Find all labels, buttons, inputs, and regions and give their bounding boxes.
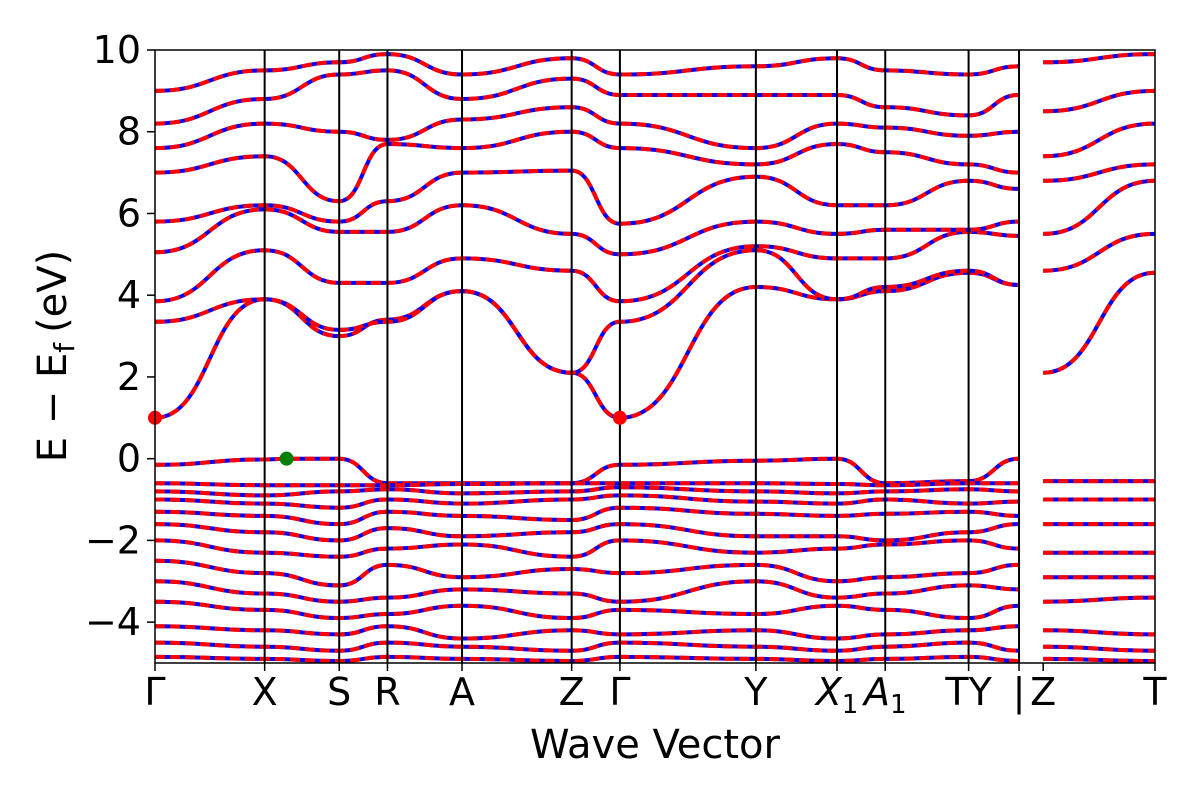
y-tick-label: 6 <box>117 191 141 235</box>
band-line-spin-up <box>1043 88 1156 114</box>
band-line-spin-up <box>154 68 1020 126</box>
band-line-spin-down <box>154 270 1020 420</box>
band-line-spin-down <box>154 654 1020 664</box>
x-tick-label: A <box>449 670 475 714</box>
x-tick-label: X <box>252 670 278 714</box>
y-axis-label-subscript: f <box>48 342 81 353</box>
band-line-spin-down <box>154 505 1020 527</box>
band-edge-markers <box>148 410 627 466</box>
vbm-marker <box>279 451 294 466</box>
y-tick-label: −2 <box>85 518 141 562</box>
band-line-spin-down <box>154 105 1020 151</box>
band-line-spin-up <box>154 129 1020 204</box>
y-axis-label-main: E − E <box>30 353 76 463</box>
band-line-spin-up <box>154 248 1020 375</box>
y-axis-label-unit: (eV) <box>30 250 76 333</box>
x-tick-label: T <box>1142 670 1167 714</box>
band-line-spin-down <box>154 493 1020 510</box>
cbm-marker <box>612 410 627 425</box>
x-tick-label: Γ <box>609 670 630 714</box>
band-line-spin-down <box>1043 644 1156 653</box>
band-line-spin-down <box>154 640 1020 653</box>
band-line-spin-down <box>154 522 1020 543</box>
band-line-spin-up <box>1043 121 1156 159</box>
band-line-spin-down <box>154 481 1019 488</box>
band-line-spin-down <box>154 129 1020 204</box>
y-tick-label: 0 <box>117 437 141 481</box>
kpoint-lines <box>263 50 1021 663</box>
y-tick-label: 8 <box>117 110 141 154</box>
band-line-spin-up <box>1043 231 1156 273</box>
band-line-spin-down <box>1043 270 1156 375</box>
band-line-spin-down <box>1043 178 1156 236</box>
y-tick-label: 10 <box>93 28 141 72</box>
y-axis: 10 8 6 4 2 0 −2 −4 <box>85 28 155 644</box>
band-line-spin-down <box>154 579 1020 604</box>
band-line-spin-down <box>1043 162 1156 183</box>
bands-layer <box>154 52 1156 664</box>
y-tick-label: 4 <box>117 273 141 317</box>
x-tick-label: Y <box>743 670 768 714</box>
x-tick-label: X1 <box>814 670 859 720</box>
x-axis-label: Wave Vector <box>530 722 781 768</box>
band-line-spin-down <box>154 248 1020 375</box>
x-tick-label: | <box>1013 670 1026 715</box>
band-line-spin-down <box>1043 595 1156 604</box>
y-tick-label: 2 <box>117 355 141 399</box>
x-tick-label: Z <box>1030 670 1056 714</box>
band-line-spin-down <box>154 485 1020 498</box>
x-tick-label: TY <box>944 670 992 714</box>
x-tick-label: R <box>374 670 400 714</box>
band-line-spin-down <box>154 624 1020 641</box>
x-tick-label: S <box>327 670 351 714</box>
x-tick-label: A1 <box>861 670 907 720</box>
band-line-spin-down <box>1043 52 1156 65</box>
band-line-spin-down <box>154 203 1020 257</box>
band-line-spin-up <box>154 270 1020 420</box>
x-tick-label: Γ <box>144 670 165 714</box>
band-line-spin-up <box>154 558 1020 588</box>
x-axis: Γ X S R A Z Γ Y X1 A1 TY | Z T <box>144 663 1167 720</box>
band-line-spin-down <box>154 52 1020 93</box>
band-line-spin-down <box>154 168 1020 226</box>
band-line-spin-down <box>1043 121 1156 159</box>
band-line-spin-down <box>1043 628 1156 637</box>
y-axis-label: E − Ef (eV) <box>30 250 81 463</box>
band-line-spin-down <box>1043 656 1156 663</box>
plot-frame <box>154 49 1156 664</box>
x-tick-label: Z <box>559 670 585 714</box>
band-line-spin-down <box>154 599 1020 621</box>
y-tick-label: −4 <box>85 600 141 644</box>
band-line-spin-down <box>1043 88 1156 114</box>
band-line-spin-down <box>1043 231 1156 273</box>
